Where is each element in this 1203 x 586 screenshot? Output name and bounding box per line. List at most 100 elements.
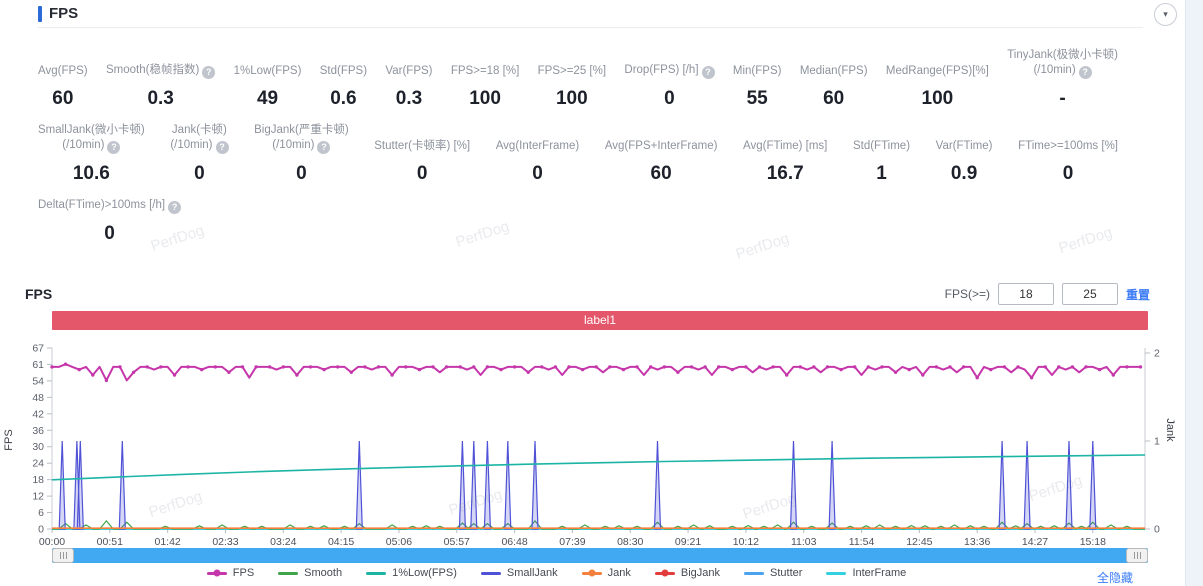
help-icon[interactable]: ?: [202, 66, 216, 79]
stat-value: 0.3: [147, 88, 174, 109]
fps-dot: [240, 365, 245, 369]
stat-label: MedRange(FPS)[%]: [886, 64, 989, 79]
stat-label-line2: (/10min): [272, 139, 315, 151]
stat-value: 0: [104, 223, 115, 244]
help-icon[interactable]: ?: [215, 141, 229, 154]
fps-threshold-max-input[interactable]: [1061, 283, 1118, 305]
y-tick-label: 12: [32, 491, 44, 503]
x-tick-label: 11:03: [791, 536, 817, 548]
legend-label: SmallJank: [506, 567, 558, 579]
legend-label: InterFrame: [852, 567, 907, 579]
legend-dot-icon: [588, 569, 596, 577]
chart-label-banner: label1: [52, 311, 1148, 330]
stat-value: 0.6: [330, 88, 357, 109]
legend-item-bigjank[interactable]: BigJank: [654, 567, 720, 579]
y-tick-label: 30: [32, 441, 44, 453]
fps-dot: [268, 365, 272, 369]
fps-dot: [200, 367, 204, 372]
stat-label-text: Stutter(卡顿率) [%]: [374, 140, 471, 152]
scrollbar-right-handle[interactable]: [1126, 548, 1148, 563]
legend-item-fps[interactable]: FPS: [206, 567, 255, 579]
fps-dot: [689, 365, 694, 369]
chart-scrollbar-track[interactable]: [52, 548, 1148, 563]
x-tick-label: 05:57: [444, 536, 470, 548]
y-axis-title-left: FPS: [3, 429, 15, 450]
legend-item-jank[interactable]: Jank: [581, 567, 631, 579]
y-tick-label: 18: [32, 474, 44, 486]
fps-dot: [159, 365, 163, 369]
stat-label-line1: TinyJank(极微小卡顿): [1007, 49, 1118, 61]
legend-item-smooth[interactable]: Smooth: [278, 567, 342, 579]
fps-dot: [553, 365, 558, 369]
chart-legend: FPS Smooth 1%Low(FPS) SmallJank Jank BigJank S…: [0, 567, 1113, 579]
stat-label-text: 1%Low(FPS): [233, 65, 302, 77]
stat-label-text: Var(FTime): [935, 140, 993, 152]
stat-label-line2: (/10min): [170, 139, 213, 151]
hide-all-link[interactable]: 全隐藏: [1096, 571, 1133, 585]
fps-dot: [921, 373, 925, 377]
stat-item: FPS>=25 [%] 100: [538, 64, 606, 116]
stat-item: SmallJank(微小卡顿) (/10min)? 10.6: [38, 123, 145, 191]
legend-item-interframe[interactable]: InterFrame: [826, 567, 906, 579]
stat-label: Std(FPS): [320, 64, 367, 79]
stat-item: Jank(卡顿) (/10min)? 0: [170, 123, 229, 191]
fps-dot: [703, 365, 707, 369]
y-tick-label: 61: [32, 359, 44, 371]
x-tick-label: 06:48: [501, 536, 527, 548]
x-tick-label: 05:06: [386, 536, 412, 548]
legend-label: FPS: [232, 567, 255, 579]
stat-label: FPS>=18 [%]: [451, 64, 519, 79]
fps-dot: [989, 367, 993, 372]
stat-item: TinyJank(极微小卡顿) (/10min)? -: [1007, 48, 1118, 116]
stat-item: FPS>=18 [%] 100: [451, 64, 519, 116]
help-icon[interactable]: ?: [168, 201, 182, 214]
legend-swatch-icon: [206, 569, 227, 577]
stat-value: 60: [823, 88, 845, 109]
fps-dot: [431, 365, 435, 369]
help-icon[interactable]: ?: [701, 66, 715, 79]
stat-label-text: Var(FPS): [385, 65, 433, 77]
fps-dot: [1070, 365, 1075, 369]
series-smalljank-spike: [470, 440, 478, 530]
fps-dot: [104, 378, 109, 383]
stat-label: Stutter(卡顿率) [%]: [374, 139, 470, 154]
stat-value: 0: [296, 163, 307, 184]
help-icon[interactable]: ?: [317, 141, 331, 154]
stats-row: SmallJank(微小卡顿) (/10min)? 10.6 Jank(卡顿) (/10…: [38, 123, 1118, 191]
fps-dot: [349, 370, 353, 374]
fps-dot: [281, 365, 285, 369]
stat-label: Smooth(稳帧指数)?: [106, 63, 216, 79]
y-tick-label: 48: [32, 392, 44, 404]
page-scrollbar-strip[interactable]: [1185, 0, 1203, 586]
stat-item: Delta(FTime)>100ms [/h]? 0: [38, 198, 182, 251]
stat-label: Var(FTime): [936, 139, 993, 154]
fps-dot: [893, 370, 898, 374]
fps-dot: [308, 365, 313, 369]
series-smalljank-spike: [1089, 440, 1097, 530]
reset-button[interactable]: 重置: [1125, 287, 1150, 302]
collapse-button[interactable]: ▾: [1154, 3, 1177, 26]
fps-dot: [812, 365, 816, 369]
header-divider: [38, 27, 1143, 28]
legend-item-smalljank[interactable]: SmallJank: [480, 567, 558, 579]
stat-label-text: Drop(FPS) [/h]: [624, 64, 699, 76]
stat-label: Avg(FPS+InterFrame): [605, 139, 718, 154]
fps-dot: [1125, 365, 1129, 369]
fps-dot: [295, 373, 299, 377]
legend-item-1-low-fps-[interactable]: 1%Low(FPS): [366, 567, 457, 579]
help-icon[interactable]: ?: [107, 141, 121, 154]
stat-label: FTime>=100ms [%]: [1018, 139, 1118, 154]
stat-label: Jank(卡顿) (/10min)?: [170, 123, 229, 154]
help-icon[interactable]: ?: [1078, 66, 1092, 79]
y-tick-label: 0: [38, 524, 44, 536]
stat-label: Drop(FPS) [/h]?: [624, 63, 715, 79]
stat-value: 0: [532, 163, 543, 184]
scrollbar-left-handle[interactable]: [52, 548, 74, 563]
y-tick-label: 6: [38, 507, 44, 519]
legend-item-stutter[interactable]: Stutter: [744, 567, 802, 579]
stat-label: Avg(InterFrame): [496, 139, 580, 154]
fps-threshold-min-input[interactable]: [997, 283, 1054, 305]
fps-dot: [1016, 365, 1020, 369]
